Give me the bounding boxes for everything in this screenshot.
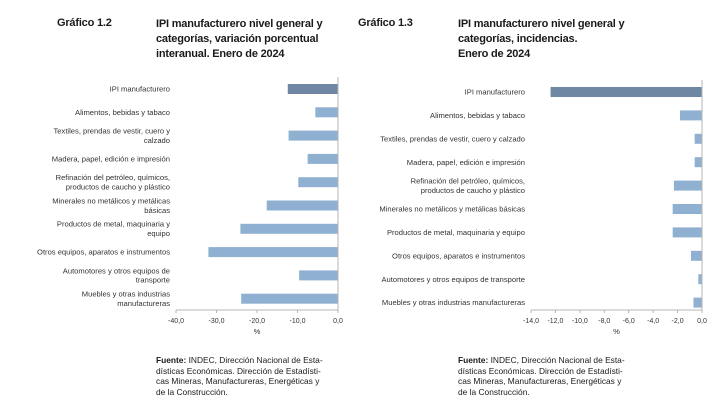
x-tick-label: -14,0 (523, 318, 539, 325)
source-text: INDEC, Dirección Nacional de Esta- (488, 355, 625, 365)
figure-title-2-line: IPI manufacturero nivel general y (458, 18, 625, 30)
source-line: dísticas Económicas. Dirección de Estadí… (156, 365, 321, 376)
bar (672, 204, 702, 214)
category-label: Productos de metal, maquinaria y equipo (387, 228, 525, 237)
category-label: Productos de metal, maquinaria y (57, 220, 170, 229)
x-tick-label: -6,0 (623, 318, 635, 325)
bar (288, 130, 338, 141)
category-label: Otros equipos, aparatos e instrumentos (392, 251, 525, 260)
bar (694, 157, 702, 168)
category-label: productos de caucho y plástico (421, 186, 525, 195)
category-label: Alimentos, bebidas y tabaco (430, 111, 525, 120)
bar (698, 274, 702, 285)
bar (672, 227, 702, 238)
figure-title-1-line: interanual. Enero de 2024 (156, 48, 285, 60)
bar (680, 110, 702, 121)
x-axis-label: % (613, 327, 620, 336)
x-tick-label: -20,0 (249, 318, 265, 325)
category-label: Madera, papel, edición e impresión (407, 158, 525, 167)
x-tick-label: -4,0 (647, 318, 659, 325)
category-label: Muebles y otras industrias manufacturera… (382, 298, 525, 307)
x-axis-label: % (254, 327, 261, 336)
source-line: dísticas Económicas. Dirección de Estadí… (458, 365, 623, 376)
category-label: Alimentos, bebidas y tabaco (75, 108, 170, 117)
x-tick-label: -10,0 (290, 318, 306, 325)
category-label: Textiles, prendas de vestir, cuero y cal… (380, 134, 525, 143)
category-label: Automotores y otros equipos de transport… (381, 275, 525, 284)
category-label: Otros equipos, aparatos e instrumentos (37, 248, 170, 257)
source-text: INDEC, Dirección Nacional de Esta- (186, 355, 323, 365)
category-label: Textiles, prendas de vestir, cuero y (54, 127, 171, 136)
source-line: cas Mineras, Manufactureras, Energéticas… (156, 376, 320, 386)
source-line: Fuente: INDEC, Dirección Nacional de Est… (156, 355, 323, 366)
bar (266, 200, 338, 211)
bar (240, 223, 338, 234)
source-label: Fuente: (458, 355, 489, 365)
source-label: Fuente: (156, 355, 187, 365)
bar (299, 270, 338, 281)
figure-title-1: IPI manufacturero nivel general y catego… (156, 17, 323, 62)
category-label: Minerales no metálicos y metálicas básic… (379, 205, 525, 214)
x-tick-label: -40,0 (168, 318, 184, 325)
source-note-2: Fuente: INDEC, Dirección Nacional de Est… (458, 355, 625, 397)
x-tick-label: -8,0 (598, 318, 610, 325)
category-label: IPI manufacturero (465, 88, 525, 97)
category-label: manufactureras (117, 299, 170, 308)
category-label: calzado (144, 136, 170, 145)
category-label: Automotores y otros equipos de (63, 266, 170, 275)
source-line: de la Construcción. (156, 386, 228, 397)
category-label: Minerales no metálicos y metálicas (52, 196, 170, 205)
x-tick-label: 0,0 (697, 318, 707, 325)
figure-title-2-line: Enero de 2024 (458, 48, 530, 60)
x-tick-label: -2,0 (672, 318, 684, 325)
category-label: transporte (136, 276, 170, 285)
bar (673, 180, 702, 191)
bar (693, 297, 702, 308)
bar (208, 247, 338, 258)
figure-title-2-line: categorías, incidencias. (458, 33, 578, 45)
bar (287, 84, 338, 94)
category-label: Refinación del petróleo, químicos, (56, 173, 170, 182)
category-label: Madera, papel, edición e impresión (52, 155, 170, 164)
x-tick-label: -10,0 (572, 318, 588, 325)
chart-variacion-interanual: IPI manufacturero Alimentos, bebidas y ta… (37, 77, 343, 336)
bar (315, 107, 338, 118)
bar (298, 177, 338, 188)
bar (691, 250, 702, 261)
category-label: equipo (147, 229, 170, 238)
category-label: Muebles y otras industrias (82, 290, 170, 299)
figure-number-2: Gráfico 1.3 (358, 17, 413, 29)
bar (550, 87, 702, 97)
source-line: Fuente: INDEC, Dirección Nacional de Est… (458, 355, 625, 366)
source-line: de la Construcción. (458, 386, 530, 397)
source-note-1: Fuente: INDEC, Dirección Nacional de Est… (156, 355, 323, 397)
bar (241, 293, 338, 304)
category-label: básicas (144, 206, 170, 215)
category-label: Refinación del petróleo, químicos, (411, 177, 525, 186)
chart-incidencias: IPI manufacturero Alimentos, bebidas y ta… (379, 80, 707, 336)
category-label: IPI manufacturero (110, 85, 170, 94)
category-label: productos de caucho y plástico (66, 183, 170, 192)
figure-title-1-line: IPI manufacturero nivel general y (156, 18, 323, 30)
figure-title-1-line: categorías, variación porcentual (156, 33, 319, 45)
figure-number-1: Gráfico 1.2 (57, 17, 112, 29)
bar (307, 153, 338, 164)
x-tick-label: -12,0 (547, 318, 563, 325)
x-tick-label: 0,0 (333, 318, 343, 325)
bar (694, 133, 702, 144)
x-tick-label: -30,0 (209, 318, 225, 325)
source-line: cas Mineras, Manufactureras, Energéticas… (458, 376, 622, 386)
figure-title-2: IPI manufacturero nivel general y catego… (458, 17, 625, 62)
